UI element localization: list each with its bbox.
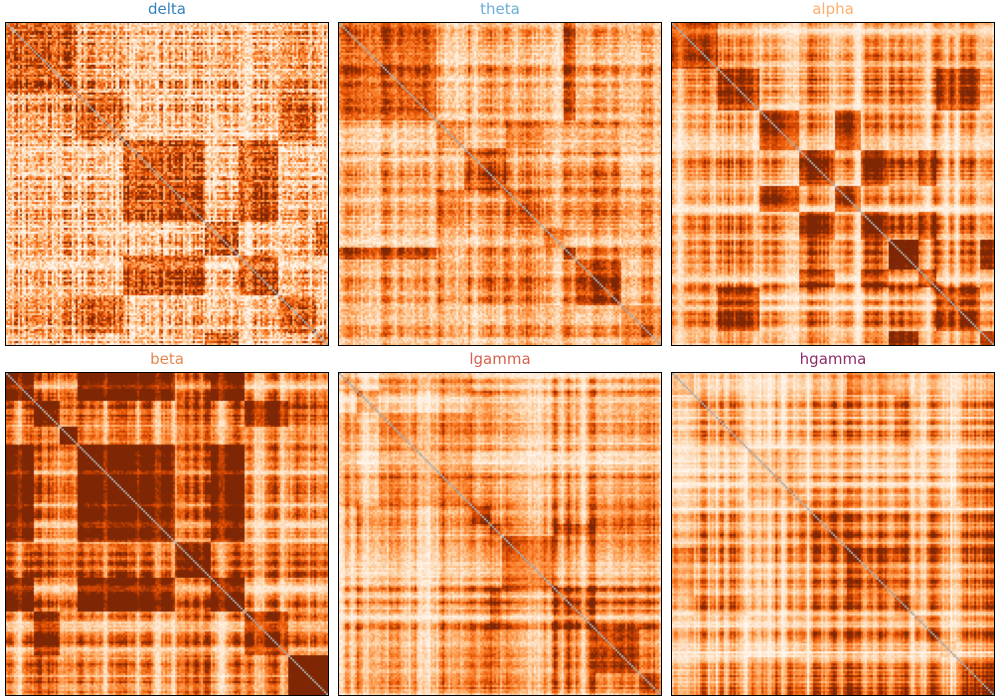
panel-title: lgamma	[469, 350, 531, 368]
connectivity-matrix	[5, 372, 329, 696]
panel-title: theta	[480, 0, 520, 18]
connectivity-matrix	[338, 22, 662, 346]
panel-title: hgamma	[799, 350, 867, 368]
connectivity-matrix	[338, 372, 662, 696]
connectivity-matrix	[5, 22, 329, 346]
connectivity-matrix	[671, 22, 995, 346]
panel-title: alpha	[812, 0, 854, 18]
connectivity-matrix	[671, 372, 995, 696]
panel-title: delta	[148, 0, 186, 18]
panel-title: beta	[150, 350, 184, 368]
